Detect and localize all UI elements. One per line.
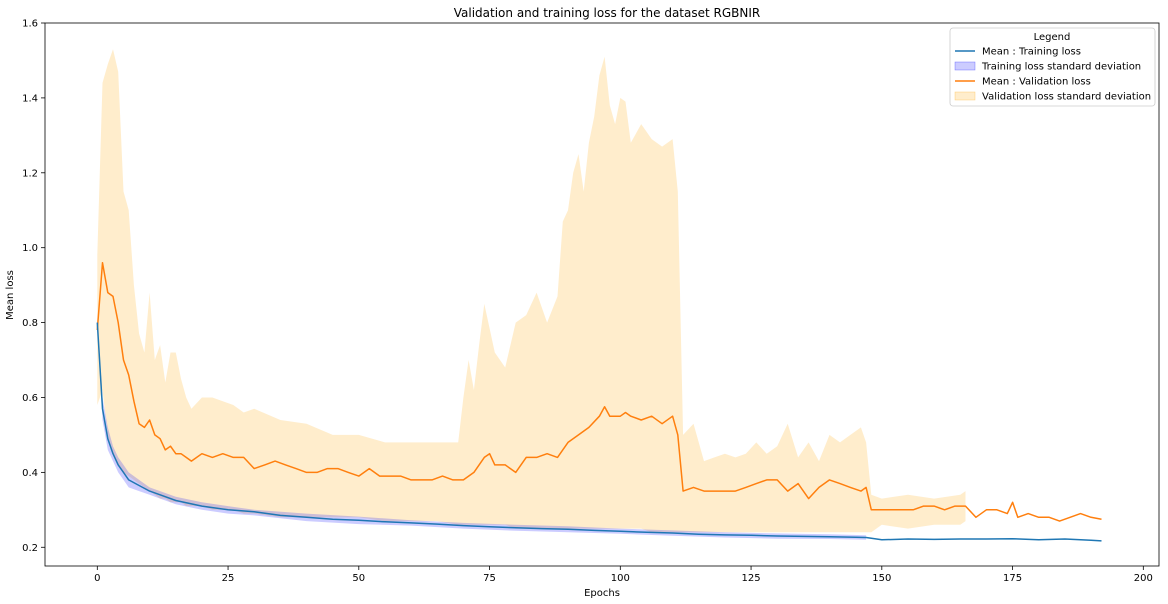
legend-items: Mean : Training loss Training loss standa… bbox=[954, 47, 1151, 103]
y-tick-label: 0.8 bbox=[22, 318, 38, 329]
x-tick-label: 125 bbox=[742, 573, 761, 584]
x-tick-label: 175 bbox=[1003, 573, 1022, 584]
legend-patch-swatch bbox=[954, 61, 976, 71]
y-tick-label: 0.2 bbox=[22, 543, 38, 554]
legend-entry-label: Training loss standard deviation bbox=[981, 62, 1141, 73]
x-axis-title: Epochs bbox=[584, 588, 620, 599]
legend-patch-swatch bbox=[954, 91, 976, 101]
x-tick-label: 200 bbox=[1134, 573, 1153, 584]
plot-frame bbox=[44, 22, 1160, 567]
legend-entry-label: Mean : Validation loss bbox=[982, 77, 1091, 88]
legend-entry-label: Mean : Training loss bbox=[982, 47, 1081, 58]
x-tick-label: 75 bbox=[483, 573, 496, 584]
x-tick-label: 0 bbox=[94, 573, 100, 584]
chart-title: Validation and training loss for the dat… bbox=[454, 6, 761, 20]
y-tick-label: 0.6 bbox=[22, 393, 38, 404]
legend-box bbox=[949, 27, 1156, 107]
validation-mean-line bbox=[96, 261, 1102, 522]
legend-entry-label: Validation loss standard deviation bbox=[982, 92, 1151, 103]
y-axis-ticks: 0.2 0.4 0.6 0.8 1.0 1.2 1.4 1.6 bbox=[22, 19, 45, 554]
x-axis-ticks: 0 25 50 75 100 125 150 175 200 bbox=[94, 566, 1153, 584]
y-tick-label: 1.2 bbox=[22, 168, 38, 179]
y-tick-label: 0.4 bbox=[22, 468, 38, 479]
legend-title: Legend bbox=[1034, 32, 1071, 43]
x-tick-label: 150 bbox=[872, 573, 891, 584]
x-tick-label: 100 bbox=[611, 573, 630, 584]
validation-std-band bbox=[97, 49, 966, 533]
std-bands bbox=[97, 49, 966, 540]
legend: Legend Mean : Training loss Training loss… bbox=[949, 27, 1156, 107]
y-tick-label: 1.4 bbox=[22, 93, 38, 104]
x-tick-label: 25 bbox=[222, 573, 235, 584]
y-tick-label: 1.0 bbox=[22, 243, 38, 254]
x-tick-label: 50 bbox=[352, 573, 365, 584]
y-axis-title: Mean loss bbox=[5, 270, 16, 320]
y-tick-label: 1.6 bbox=[22, 19, 38, 30]
training-mean-line bbox=[96, 322, 1102, 542]
mean-lines bbox=[96, 261, 1102, 542]
